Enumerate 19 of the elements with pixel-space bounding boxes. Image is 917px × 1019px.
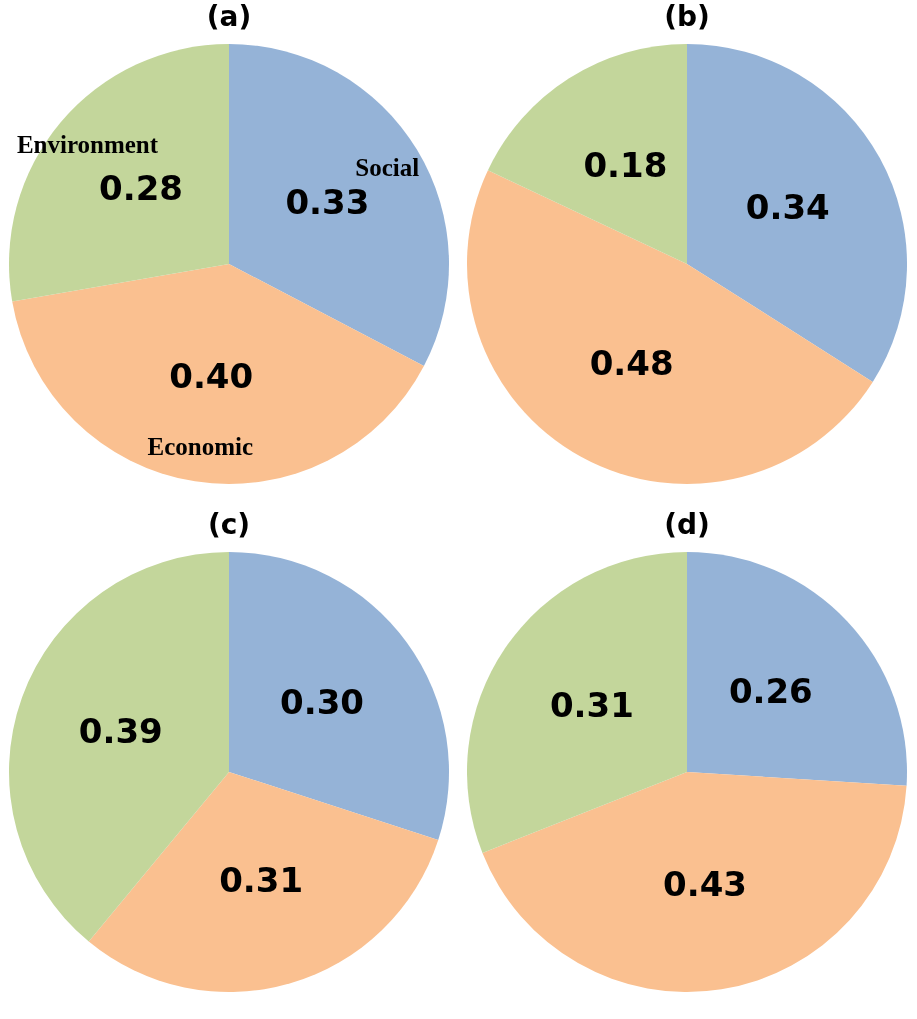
data-label: 0.26	[728, 671, 813, 712]
data-label: 0.40	[169, 355, 254, 396]
chart-title: (a)	[206, 0, 252, 33]
chart-title: (d)	[664, 508, 710, 541]
data-label: 0.28	[99, 167, 183, 208]
slice-label: Economic	[147, 432, 254, 460]
chart-title: (b)	[664, 0, 710, 33]
data-label: 0.34	[745, 186, 830, 227]
data-label: 0.30	[280, 682, 364, 723]
data-label: 0.31	[219, 860, 304, 901]
data-label: 0.39	[78, 711, 163, 752]
slice-label: Social	[355, 154, 420, 182]
chart-title: (c)	[207, 508, 251, 541]
slice-label: Environment	[16, 130, 159, 158]
data-label: 0.43	[663, 863, 747, 904]
data-label: 0.48	[589, 342, 674, 383]
data-label: 0.18	[583, 144, 668, 185]
data-label: 0.33	[285, 182, 370, 223]
data-label: 0.31	[549, 685, 634, 726]
